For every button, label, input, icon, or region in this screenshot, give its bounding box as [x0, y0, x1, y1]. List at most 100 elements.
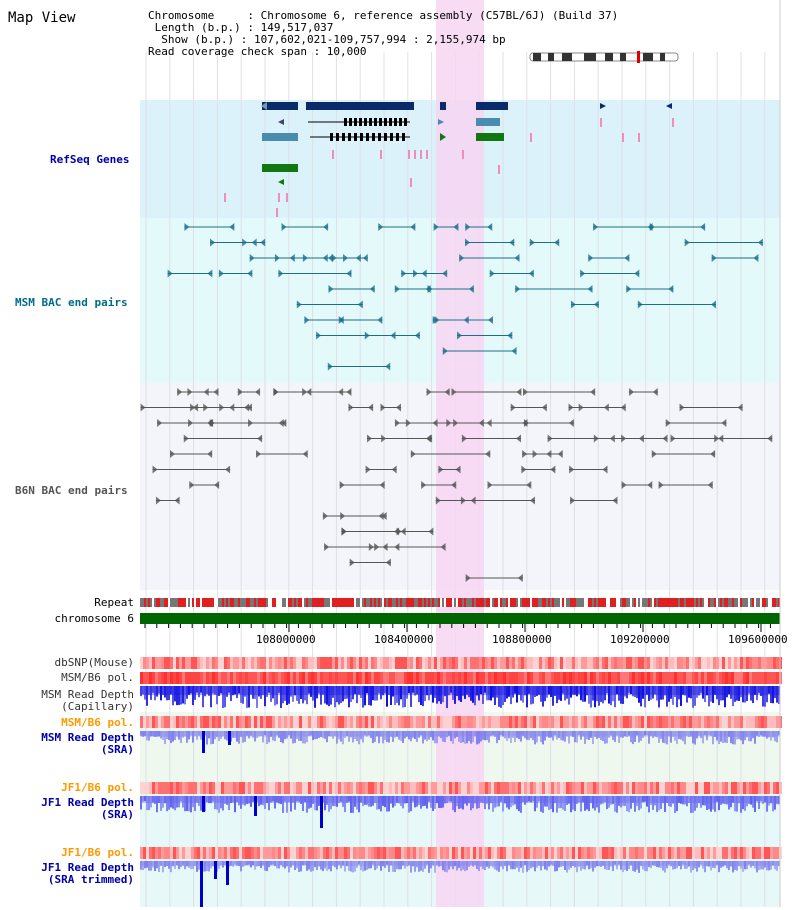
- read-depth-bar: [332, 861, 334, 866]
- read-depth-bar: [228, 686, 230, 693]
- heat-strip-cell: [422, 657, 425, 669]
- heat-strip-cell: [674, 657, 677, 669]
- heat-strip-cell: [257, 782, 260, 794]
- heat-strip-cell: [287, 716, 290, 728]
- track-label-msm-bac[interactable]: MSM BAC end pairs: [15, 296, 128, 309]
- read-depth-bar: [286, 731, 288, 739]
- heat-strip-cell: [743, 657, 746, 669]
- heat-strip-cell: [299, 672, 302, 684]
- track-label-jf1-depth-sra[interactable]: JF1 Read Depth: [41, 796, 134, 809]
- read-depth-bar: [760, 861, 762, 870]
- track-label-jf1-b6-pol-2[interactable]: JF1/B6 pol.: [61, 846, 134, 859]
- info-show-range: Show (b.p.) : 107,602,021-109,757,994 : …: [148, 33, 506, 46]
- bac-end-marker: [451, 481, 457, 489]
- read-depth-bar: [416, 731, 418, 742]
- heat-strip-cell: [629, 716, 632, 728]
- read-depth-bar: [614, 796, 616, 812]
- repeat-mark: [142, 598, 144, 607]
- heat-strip-cell: [323, 672, 326, 684]
- read-depth-bar: [532, 731, 534, 741]
- read-depth-bar: [162, 796, 164, 808]
- read-depth-bar: [500, 861, 502, 867]
- read-depth-bar: [144, 861, 146, 869]
- track-label-msm-depth-capillary[interactable]: MSM Read Depth: [41, 688, 134, 701]
- bac-end-marker: [587, 285, 593, 293]
- track-label-jf1-b6-pol[interactable]: JF1/B6 pol.: [61, 781, 134, 794]
- track-label-jf1-depth-trimmed[interactable]: JF1 Read Depth: [41, 861, 134, 874]
- read-depth-bar: [470, 861, 472, 865]
- heat-strip-cell: [248, 672, 251, 684]
- track-label-dbsnp[interactable]: dbSNP(Mouse): [54, 656, 134, 669]
- heat-strip-cell: [662, 657, 665, 669]
- heat-strip-cell: [506, 672, 509, 684]
- repeat-mark: [232, 598, 234, 607]
- heat-strip-cell: [293, 847, 296, 859]
- repeat-mark: [764, 598, 766, 607]
- heat-strip-cell: [557, 672, 560, 684]
- track-label-msm-b6-pol[interactable]: MSM/B6 pol.: [61, 671, 134, 684]
- read-depth-bar: [160, 731, 162, 739]
- read-depth-bar: [320, 861, 322, 870]
- heat-strip-cell: [326, 672, 329, 684]
- track-label-msm-b6-pol-2[interactable]: MSM/B6 pol.: [61, 716, 134, 729]
- heat-strip-cell: [389, 847, 392, 859]
- heat-strip-cell: [194, 657, 197, 669]
- read-depth-bar: [766, 731, 768, 739]
- read-depth-bar: [150, 731, 152, 737]
- heat-strip-cell: [743, 672, 746, 684]
- repeat-mark: [192, 598, 194, 607]
- axis-tick-label: 108800000: [492, 633, 552, 646]
- read-depth-bar: [356, 731, 358, 742]
- repeat-mark: [250, 598, 252, 607]
- heat-strip-cell: [371, 782, 374, 794]
- read-depth-bar: [534, 731, 536, 745]
- heat-strip-cell: [620, 847, 623, 859]
- read-depth-bar: [428, 686, 430, 701]
- bac-end-marker: [251, 238, 257, 247]
- heat-strip-cell: [707, 716, 710, 728]
- heat-strip-cell: [215, 672, 218, 684]
- repeat-mark: [384, 598, 386, 607]
- read-depth-bar: [746, 686, 748, 702]
- heat-strip-cell: [527, 847, 530, 859]
- heat-strip-cell: [755, 847, 758, 859]
- read-depth-bar: [334, 861, 336, 868]
- read-depth-bar: [572, 796, 574, 810]
- heat-strip-cell: [155, 657, 158, 669]
- read-depth-bar: [264, 861, 266, 871]
- read-depth-bar: [680, 731, 682, 740]
- read-depth-bar: [494, 731, 496, 737]
- repeat-mark: [316, 598, 318, 607]
- snp-tick: [622, 133, 624, 142]
- track-label-b6n-bac[interactable]: B6N BAC end pairs: [15, 484, 128, 497]
- track-label-msm-depth-sra[interactable]: MSM Read Depth: [41, 731, 134, 744]
- read-depth-bar: [312, 861, 314, 872]
- read-depth-bar: [144, 796, 146, 802]
- repeat-mark: [146, 598, 148, 607]
- repeat-mark: [200, 598, 202, 607]
- repeat-mark: [182, 598, 184, 607]
- track-label-refseq[interactable]: RefSeq Genes: [50, 153, 130, 166]
- heat-strip-cell: [728, 657, 731, 669]
- read-depth-bar: [424, 686, 426, 702]
- snp-tick: [414, 150, 416, 159]
- read-depth-bar: [598, 796, 600, 813]
- heat-strip-cell: [149, 716, 152, 728]
- read-depth-bar: [388, 861, 390, 872]
- heat-strip-cell: [146, 847, 149, 859]
- repeat-mark: [348, 598, 350, 607]
- repeat-mark: [588, 598, 590, 607]
- heat-strip-cell: [548, 672, 551, 684]
- heat-strip-cell: [773, 782, 776, 794]
- read-depth-bar: [668, 796, 670, 807]
- read-depth-bar: [432, 861, 434, 866]
- heat-strip-cell: [737, 782, 740, 794]
- heat-strip-cell: [494, 782, 497, 794]
- read-depth-bar: [574, 731, 576, 743]
- read-depth-bar: [750, 686, 752, 701]
- read-depth-bar: [704, 861, 706, 873]
- heat-strip-cell: [716, 782, 719, 794]
- read-depth-bar: [192, 686, 194, 705]
- read-depth-bar: [304, 686, 306, 701]
- read-depth-bar: [194, 686, 196, 700]
